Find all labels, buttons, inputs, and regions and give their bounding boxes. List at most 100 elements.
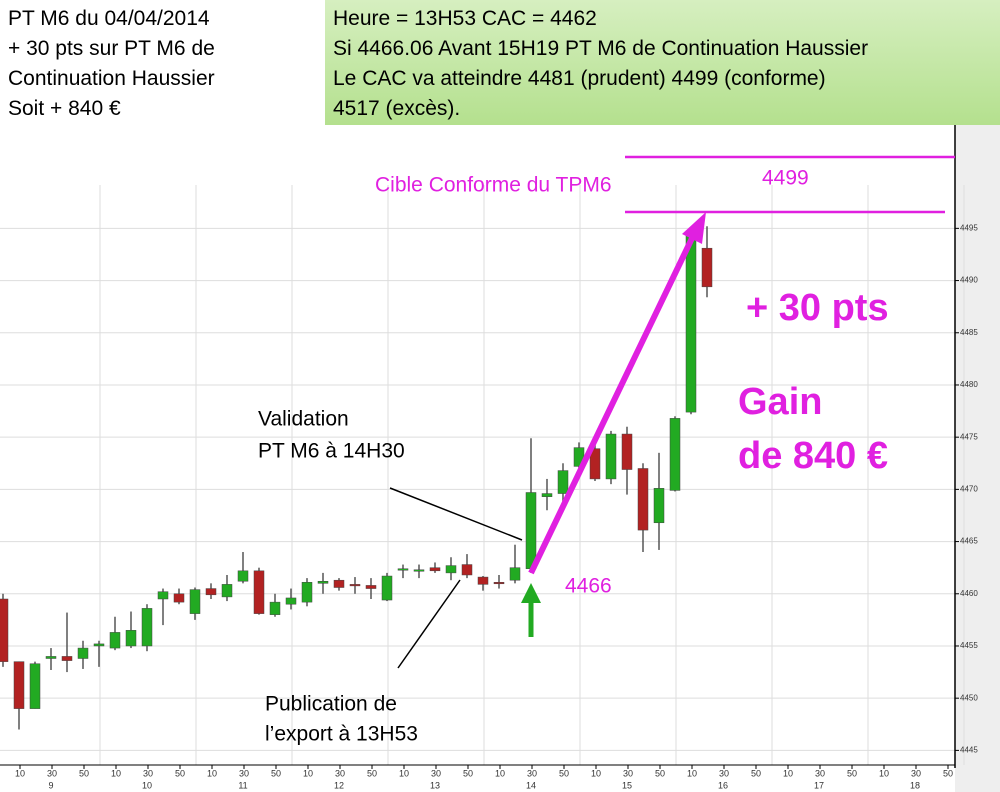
annotation: Cible Conforme du TPM6: [375, 174, 612, 197]
candle-body: [109, 632, 121, 649]
x-tick-label: 50: [559, 768, 569, 778]
y-tick-label: 4460: [960, 589, 978, 598]
x-tick-label: 10: [495, 768, 505, 778]
x-hour-label: 16: [718, 780, 728, 790]
candle-body: [525, 492, 537, 569]
y-tick-label: 4480: [960, 380, 978, 389]
annotation: 4466: [565, 575, 612, 598]
y-tick-label: 4470: [960, 484, 978, 493]
x-tick-label: 10: [591, 768, 601, 778]
x-tick-label: 10: [111, 768, 121, 778]
candle-body: [653, 488, 665, 524]
candle-body: [61, 656, 73, 661]
candle-body: [429, 567, 441, 572]
candle-body: [0, 598, 9, 662]
candle-body: [173, 593, 185, 603]
candle-body: [365, 585, 377, 589]
summary-line: Continuation Haussier: [8, 67, 215, 90]
annotation: Publication de: [265, 693, 397, 716]
candle-body: [493, 582, 505, 585]
candle-body: [621, 433, 633, 470]
x-tick-label: 10: [879, 768, 889, 778]
candle-body: [301, 582, 313, 603]
x-hour-label: 14: [526, 780, 536, 790]
x-tick-label: 50: [943, 768, 953, 778]
candle-body: [77, 647, 89, 659]
y-tick-label: 4490: [960, 276, 978, 285]
annotation: l’export à 13H53: [265, 723, 418, 746]
trend-arrow: [528, 230, 698, 575]
candle-body: [333, 579, 345, 588]
candle-body: [93, 643, 105, 647]
candle-body: [253, 570, 265, 614]
candle-body: [269, 601, 281, 615]
x-tick-label: 30: [719, 768, 729, 778]
candle-body: [461, 564, 473, 576]
y-tick-label: 4445: [960, 745, 978, 754]
x-tick-label: 30: [911, 768, 921, 778]
x-tick-label: 50: [847, 768, 857, 778]
candle-body: [605, 433, 617, 480]
candle-body: [189, 589, 201, 614]
summary-line: PT M6 du 04/04/2014: [8, 7, 210, 30]
x-tick-label: 10: [687, 768, 697, 778]
x-hour-label: 15: [622, 780, 632, 790]
candle-body: [317, 580, 329, 584]
candle-body: [541, 493, 553, 497]
x-tick-label: 10: [15, 768, 25, 778]
candle-body: [413, 569, 425, 572]
candle-body: [637, 468, 649, 531]
info-line: 4517 (excès).: [333, 97, 461, 120]
x-hour-label: 9: [48, 780, 53, 790]
candle-body: [237, 570, 249, 582]
x-tick-label: 30: [815, 768, 825, 778]
info-line: Heure = 13H53 CAC = 4462: [333, 7, 597, 30]
y-tick-label: 4450: [960, 693, 978, 702]
candle-body: [445, 565, 457, 574]
y-tick-label: 4485: [960, 328, 978, 337]
x-hour-label: 11: [238, 780, 247, 790]
x-tick-label: 50: [751, 768, 761, 778]
y-tick-label: 4465: [960, 537, 978, 546]
annotation: + 30 pts: [746, 287, 889, 329]
x-tick-label: 10: [399, 768, 409, 778]
x-tick-label: 50: [79, 768, 89, 778]
candle-body: [589, 448, 601, 480]
x-tick-label: 50: [655, 768, 665, 778]
x-tick-label: 50: [367, 768, 377, 778]
plot-area: [0, 125, 955, 765]
info-box: Heure = 13H53 CAC = 4462 Si 4466.06 Avan…: [325, 0, 1000, 125]
y-tick-label: 4475: [960, 432, 978, 441]
candle-body: [141, 608, 153, 647]
candle-body: [477, 576, 489, 585]
x-tick-label: 50: [271, 768, 281, 778]
pointer: [389, 487, 523, 541]
summary-line: Soit + 840 €: [8, 97, 121, 120]
candle-body: [221, 584, 233, 598]
x-hour-label: 12: [334, 780, 344, 790]
annotation: 4499: [762, 167, 809, 190]
arrow-head: [682, 212, 706, 244]
x-hour-label: 18: [910, 780, 920, 790]
x-tick-label: 10: [783, 768, 793, 778]
candle-body: [349, 584, 361, 587]
candle-body: [45, 656, 57, 659]
x-tick-label: 30: [239, 768, 249, 778]
x-tick-label: 30: [47, 768, 57, 778]
x-tick-label: 30: [431, 768, 441, 778]
pointer: [397, 579, 461, 669]
candle-body: [557, 470, 569, 494]
candle-body: [29, 663, 41, 709]
candle-body: [381, 575, 393, 601]
candle-body: [125, 630, 137, 647]
info-line: Le CAC va atteindre 4481 (prudent) 4499 …: [333, 67, 826, 90]
y-tick-label: 4455: [960, 641, 978, 650]
x-tick-label: 30: [335, 768, 345, 778]
annotation: Gain: [738, 381, 822, 423]
x-tick-label: 30: [527, 768, 537, 778]
candle-body: [205, 588, 217, 596]
candle-body: [13, 661, 25, 709]
candle-body: [685, 232, 697, 413]
